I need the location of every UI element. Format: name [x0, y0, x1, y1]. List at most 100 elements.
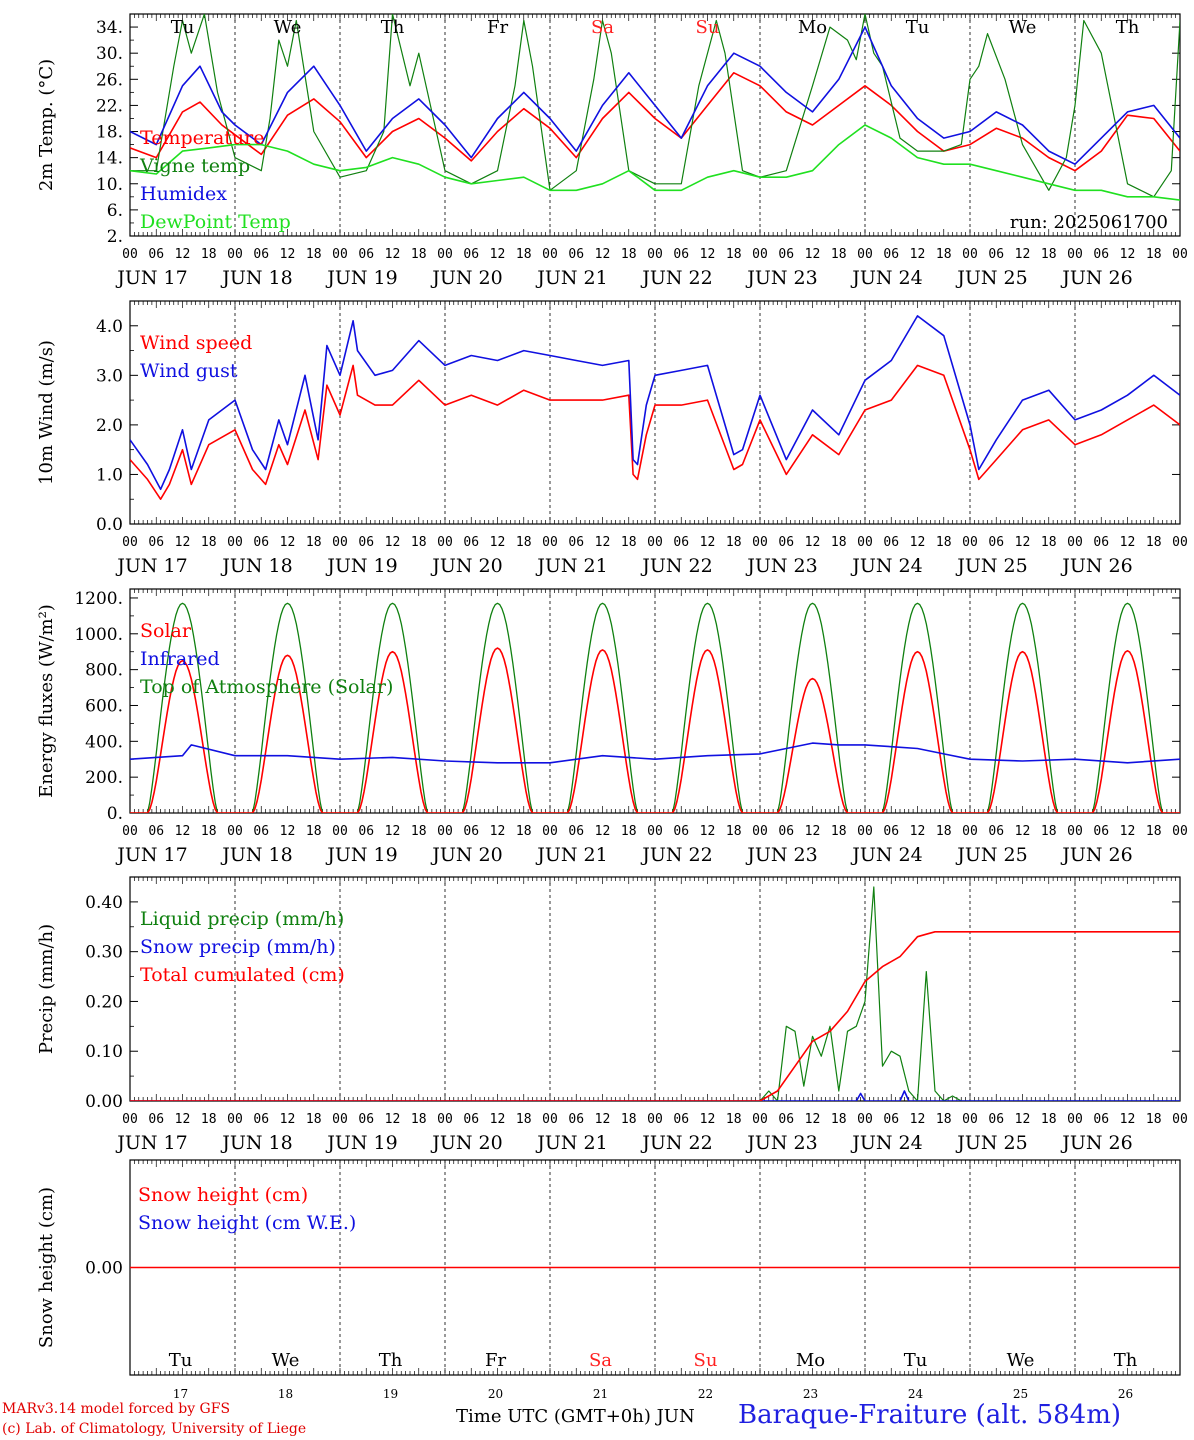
weekday-label: We [272, 1350, 300, 1371]
weekday-label: Th [1114, 1350, 1138, 1371]
weekday-label: We [1007, 1350, 1035, 1371]
date-label: JUN 17 [115, 844, 187, 866]
hour-label: 06 [148, 824, 164, 839]
legend-entry: Snow height (cm) [138, 1184, 308, 1206]
hour-label: 12 [1015, 247, 1031, 262]
hour-label: 06 [778, 824, 794, 839]
series-line-2 [130, 14, 1180, 198]
date-label: JUN 19 [325, 267, 397, 289]
hour-label: 00 [647, 1112, 663, 1127]
hour-label: 18 [516, 1112, 532, 1127]
day-number: 23 [803, 1387, 818, 1401]
y-tick-label: 0.30 [85, 943, 123, 963]
date-label: JUN 21 [535, 267, 607, 289]
y-tick-label: 0.00 [85, 1092, 123, 1112]
weekday-label: Mo [798, 17, 827, 38]
hour-label: 06 [883, 1112, 899, 1127]
hour-label: 18 [726, 1112, 742, 1127]
hour-label: 12 [1015, 824, 1031, 839]
hour-label: 12 [490, 535, 506, 550]
hour-label: 00 [1172, 535, 1188, 550]
series-line-2 [130, 315, 1180, 491]
date-label: JUN 17 [115, 1132, 187, 1154]
date-label: JUN 18 [220, 1132, 292, 1154]
panel-3: 0. 200. 400. 600. 800. 1000. 1200. Energy fluxe… [36, 588, 1188, 866]
hour-label: 06 [358, 824, 374, 839]
weekday-label: Tu [906, 17, 930, 38]
hour-label: 18 [1041, 247, 1057, 262]
weekday-label: Fr [487, 17, 508, 38]
hour-label: 12 [1015, 1112, 1031, 1127]
y-tick-label: 800. [85, 661, 123, 681]
hour-label: 18 [201, 247, 217, 262]
hour-label: 06 [253, 535, 269, 550]
hour-label: 06 [568, 247, 584, 262]
hour-label: 00 [542, 824, 558, 839]
y-tick-label: 1.0 [96, 465, 123, 485]
hour-label: 00 [332, 247, 348, 262]
hour-label: 00 [962, 247, 978, 262]
hour-label: 00 [542, 1112, 558, 1127]
date-label: JUN 20 [430, 555, 502, 577]
time-axis-label: Time UTC (GMT+0h) JUN [456, 1406, 695, 1427]
legend-entry: Humidex [140, 183, 227, 205]
plot-frame [129, 588, 1181, 814]
y-tick-label: 22. [96, 96, 123, 116]
y-tick-label: 0.00 [85, 1259, 123, 1279]
hour-label: 06 [358, 535, 374, 550]
weekday-label: We [1009, 17, 1037, 38]
hour-label: 00 [857, 1112, 873, 1127]
date-label: JUN 17 [115, 267, 187, 289]
weekday-label: Tu [169, 1350, 193, 1371]
hour-label: 12 [805, 535, 821, 550]
hour-label: 00 [122, 1112, 138, 1127]
date-label: JUN 26 [1060, 1132, 1132, 1154]
legend-entry: Snow precip (mm/h) [140, 936, 336, 958]
series-line-3 [130, 930, 1180, 1101]
day-number: 24 [908, 1387, 924, 1401]
date-label: JUN 18 [220, 844, 292, 866]
hour-label: 12 [805, 1112, 821, 1127]
hour-label: 00 [122, 535, 138, 550]
hour-label: 12 [280, 824, 296, 839]
hour-label: 00 [647, 247, 663, 262]
date-label: JUN 19 [325, 1132, 397, 1154]
hour-label: 06 [463, 824, 479, 839]
legend-entry: Wind speed [140, 332, 252, 354]
hour-label: 12 [1120, 1112, 1136, 1127]
hour-label: 00 [122, 824, 138, 839]
hour-label: 12 [910, 535, 926, 550]
date-label: JUN 23 [745, 844, 817, 866]
hour-label: 06 [568, 824, 584, 839]
hour-label: 12 [910, 824, 926, 839]
y-tick-label: 2. [107, 227, 123, 247]
hour-label: 12 [595, 535, 611, 550]
hour-label: 18 [201, 1112, 217, 1127]
day-number: 22 [698, 1387, 713, 1401]
hour-label: 06 [673, 535, 689, 550]
hour-label: 18 [516, 535, 532, 550]
hour-label: 00 [437, 824, 453, 839]
hour-label: 18 [726, 824, 742, 839]
hour-label: 00 [437, 1112, 453, 1127]
weekday-label: Sa [589, 1350, 612, 1371]
date-label: JUN 21 [535, 555, 607, 577]
hour-label: 18 [936, 824, 952, 839]
y-tick-label: 3.0 [96, 366, 123, 386]
legend-entry: Solar [140, 620, 192, 642]
date-label: JUN 25 [955, 1132, 1027, 1154]
y-tick-label: 600. [85, 696, 123, 716]
station-title: Baraque-Fraiture (alt. 584m) [738, 1400, 1122, 1430]
hour-label: 06 [673, 824, 689, 839]
hour-label: 00 [1172, 247, 1188, 262]
hour-label: 12 [805, 247, 821, 262]
series-group [130, 602, 1180, 813]
series-line-2 [130, 1090, 1180, 1101]
date-label: JUN 19 [325, 555, 397, 577]
run-label: run: 2025061700 [1010, 212, 1168, 233]
hour-label: 18 [831, 535, 847, 550]
date-label: JUN 24 [850, 267, 922, 289]
hour-label: 00 [227, 824, 243, 839]
hour-label: 18 [306, 535, 322, 550]
